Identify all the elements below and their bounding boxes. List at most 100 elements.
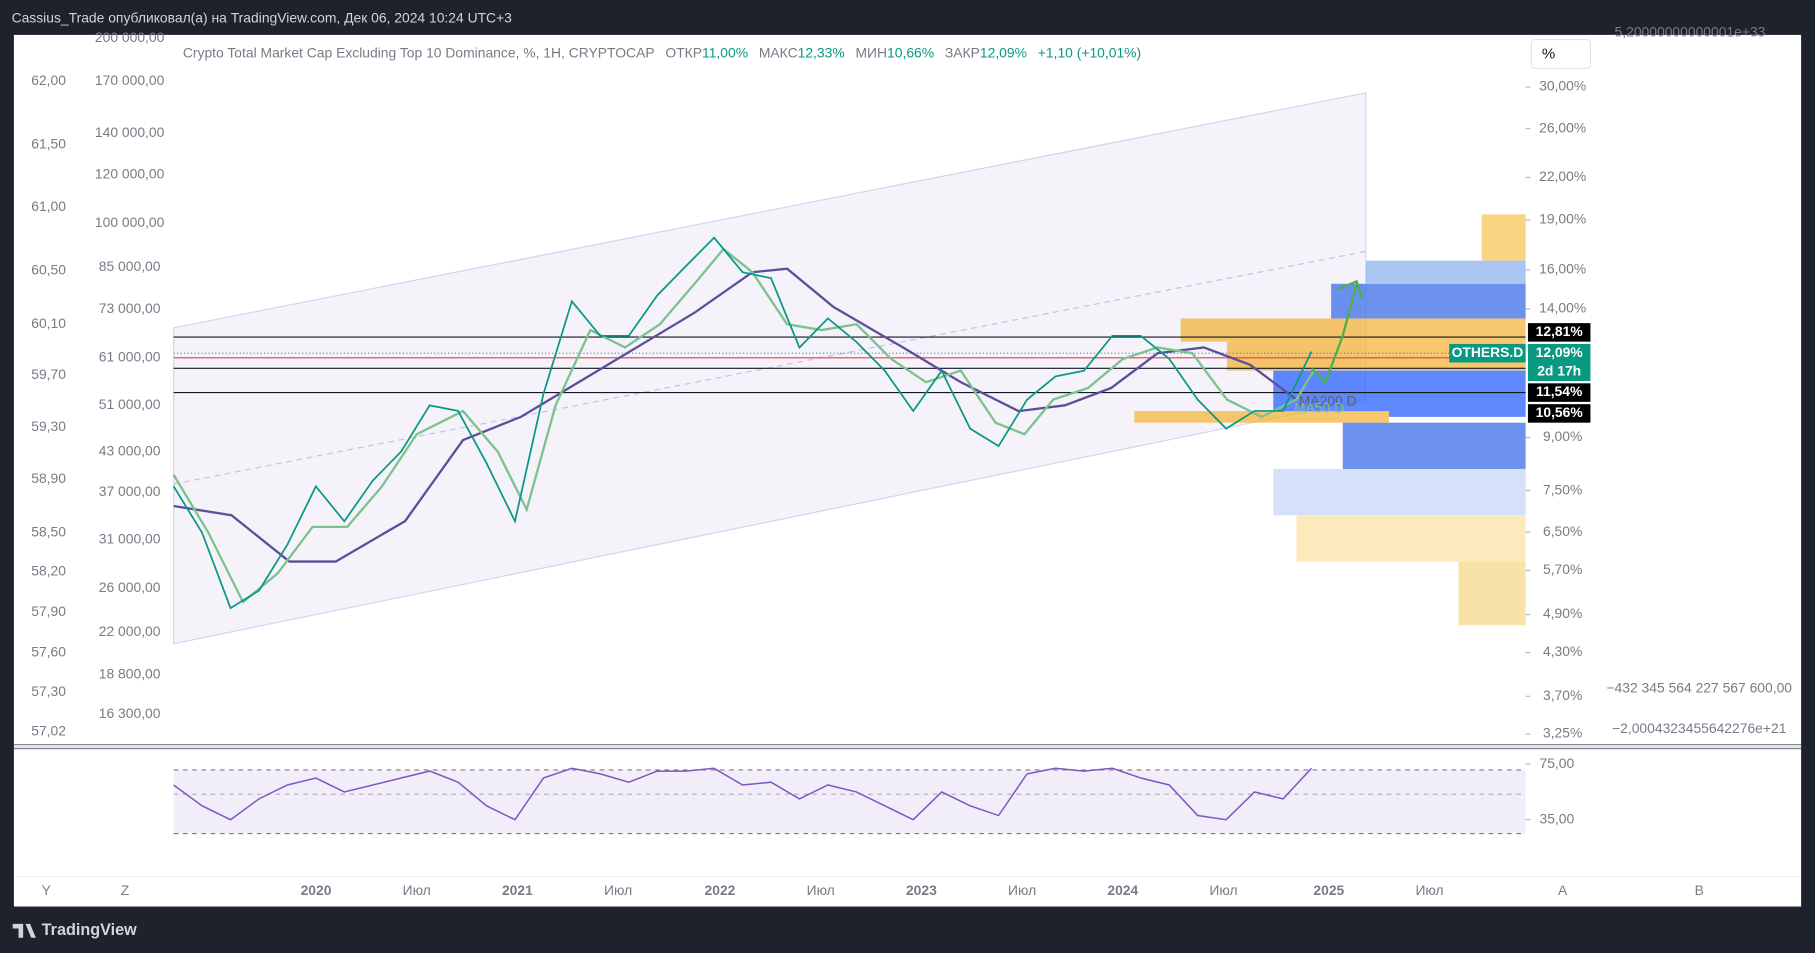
symbol-tag: OTHERS.D xyxy=(1452,344,1524,360)
left-axis-label: 59,30 xyxy=(31,418,66,434)
time-axis xyxy=(13,876,1802,907)
countdown-tag: 2d 17h xyxy=(1537,362,1581,378)
rsi-tick-label: 35,00 xyxy=(1540,810,1575,826)
legend-value: 12,33% xyxy=(798,44,845,60)
y-tick-label: 14,00% xyxy=(1539,300,1586,316)
y-tick-label: 16,00% xyxy=(1539,261,1586,277)
left-axis-label: 62,00 xyxy=(31,72,66,88)
close-line xyxy=(172,236,1313,610)
time-label: 2023 xyxy=(906,882,937,898)
left-axis-label: 120 000,00 xyxy=(95,166,165,182)
y-tick-label: 9,00% xyxy=(1543,428,1582,444)
time-label: 2021 xyxy=(502,882,533,898)
time-label: Июл xyxy=(1209,882,1237,898)
rsi-line xyxy=(173,767,1313,821)
extra-scale-label: −432 345 564 227 567 600,00 xyxy=(1606,680,1792,696)
legend-label: ОТКР xyxy=(665,44,702,60)
left-axis-label: 43 000,00 xyxy=(99,442,161,458)
legend-symbol: Crypto Total Market Cap Excluding Top 10… xyxy=(183,44,655,60)
left-axis-label: 61,50 xyxy=(31,136,66,152)
left-axis-label: 60,10 xyxy=(31,315,66,331)
rsi-tick-label: 75,00 xyxy=(1540,755,1575,771)
price-tag: 12,09% xyxy=(1536,344,1583,360)
left-axis-label: 31 000,00 xyxy=(99,530,161,546)
left-axis-label: 61 000,00 xyxy=(99,349,161,365)
countdown-tag-bg xyxy=(1527,362,1591,382)
price-tag: 11,54% xyxy=(1536,383,1582,399)
y-tick-label: 4,90% xyxy=(1543,605,1582,621)
y-tick-label: 22,00% xyxy=(1539,168,1586,184)
left-axis-label: 57,90 xyxy=(31,603,66,619)
left-axis-label: 85 000,00 xyxy=(99,258,161,274)
price-tag-bg xyxy=(1527,383,1591,402)
left-axis-label: 18 800,00 xyxy=(99,666,161,682)
publisher-line: Cassius_Trade опубликовал(а) на TradingV… xyxy=(12,9,513,25)
legend-label: ЗАКР xyxy=(945,44,980,60)
left-axis-label: 59,70 xyxy=(31,366,66,382)
time-label: 2022 xyxy=(705,882,736,898)
extra-scale-label: 5,20000000000001e+33 xyxy=(1615,23,1766,39)
legend: Crypto Total Market Cap Excluding Top 10… xyxy=(183,44,1141,60)
ma200-line xyxy=(173,267,1298,563)
y-tick-label: 7,50% xyxy=(1543,481,1582,497)
legend-label: МИН xyxy=(855,44,887,60)
forecast-arrow xyxy=(1310,283,1358,385)
time-label: Июл xyxy=(1008,882,1036,898)
left-axis-label: 22 000,00 xyxy=(99,623,161,639)
scale-button-label[interactable]: % xyxy=(1542,46,1555,63)
time-label: 2025 xyxy=(1313,882,1344,898)
price-tag-bg xyxy=(1527,404,1591,423)
left-axis-label: 26 000,00 xyxy=(99,579,161,595)
indicator-label: MA200 D xyxy=(1299,393,1357,409)
y-tick-label: 5,70% xyxy=(1543,561,1582,577)
left-axis-label: 73 000,00 xyxy=(99,300,161,316)
left-axis-label: 61,00 xyxy=(31,198,66,214)
legend-change: +1,10 (+10,01%) xyxy=(1038,44,1141,60)
rsi-band xyxy=(173,769,1526,834)
left-axis-label: 170 000,00 xyxy=(95,72,165,88)
left-axis-label: 51 000,00 xyxy=(99,396,161,412)
legend-value: 12,09% xyxy=(980,44,1027,60)
extra-scale-label: −2,0004323455642276e+21 xyxy=(1612,720,1787,736)
time-label: 2024 xyxy=(1107,882,1138,898)
time-label: Июл xyxy=(403,882,431,898)
y-tick-label: 6,50% xyxy=(1543,523,1582,539)
legend-value: 10,66% xyxy=(887,44,934,60)
pane-button[interactable]: B xyxy=(1695,882,1704,898)
y-tick-label: 3,70% xyxy=(1543,687,1582,703)
price-tag: 12,81% xyxy=(1536,323,1583,339)
left-axis-label: 57,60 xyxy=(31,644,66,660)
scale-button[interactable] xyxy=(1530,38,1592,70)
symbol-tag-bg xyxy=(1449,343,1526,363)
y-tick-label: 3,25% xyxy=(1543,725,1582,741)
left-axis-label: 57,30 xyxy=(31,683,66,699)
brand-logo xyxy=(12,923,36,938)
time-label: Июл xyxy=(1415,882,1443,898)
left-axis-label: 200 000,00 xyxy=(95,29,165,45)
y-tick-label: 19,00% xyxy=(1539,211,1586,227)
pane-button[interactable]: Y xyxy=(42,882,51,898)
time-label: Июл xyxy=(807,882,835,898)
price-tag-bg xyxy=(1527,343,1591,363)
brand: TradingView xyxy=(42,921,137,939)
ma50-line xyxy=(172,247,1315,604)
left-axis-label: 58,20 xyxy=(31,563,66,579)
price-tag-bg xyxy=(1527,323,1591,342)
price-tag: 10,56% xyxy=(1536,404,1583,420)
forecast-arrowhead xyxy=(1336,279,1364,300)
time-label: 2020 xyxy=(301,882,332,898)
left-axis-label: 100 000,00 xyxy=(95,214,165,230)
indicator-label: MA50 D xyxy=(1294,399,1344,415)
left-axis-label: 37 000,00 xyxy=(99,483,161,499)
left-axis-label: 16 300,00 xyxy=(99,705,161,721)
left-axis-label: 58,90 xyxy=(31,470,66,486)
legend-label: МАКС xyxy=(759,44,798,60)
y-tick-label: 26,00% xyxy=(1539,119,1586,135)
pane-button[interactable]: A xyxy=(1558,882,1568,898)
time-label: Июл xyxy=(604,882,632,898)
left-axis-label: 60,50 xyxy=(31,262,66,278)
pane-button[interactable]: Z xyxy=(121,882,130,898)
left-axis-label: 57,02 xyxy=(31,722,66,738)
